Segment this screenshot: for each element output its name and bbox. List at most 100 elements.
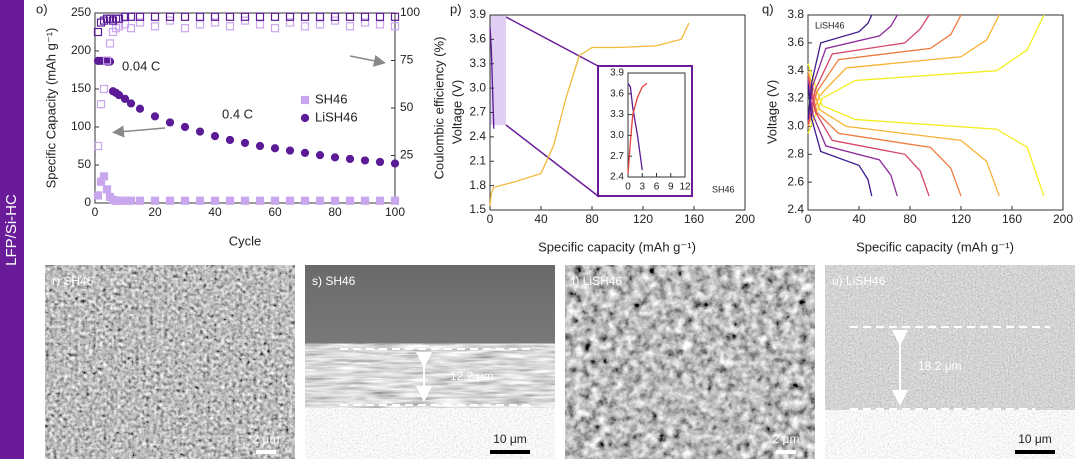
data-point: [180, 24, 190, 33]
y-tick-label: 3.3: [610, 109, 624, 120]
data-point: [150, 196, 160, 205]
annotation: SH46: [712, 184, 735, 194]
data-line: [807, 77, 930, 197]
y-tick-label: 3.8: [787, 7, 804, 21]
x-tick-label: 0: [625, 182, 631, 193]
y2-tick-label: 75: [400, 53, 414, 67]
data-point: [345, 196, 355, 205]
y-tick-label: 100: [71, 119, 91, 133]
axis-arrow: [349, 54, 386, 67]
inset-frame: [597, 65, 693, 197]
data-point: [300, 12, 310, 21]
data-point: [345, 154, 355, 164]
y2-tick-label: 25: [400, 148, 414, 162]
y-tick-label: 3.9: [469, 7, 486, 21]
legend-label: LiSH46: [315, 109, 358, 124]
data-point: [255, 12, 265, 21]
data-point: [96, 100, 106, 109]
zoom-line: [505, 16, 599, 67]
axis-arrow: [112, 125, 166, 138]
x-tick-label: 20: [148, 205, 162, 219]
data-point: [300, 196, 310, 205]
side-band: [0, 0, 24, 459]
y-tick-label: 3.3: [469, 56, 486, 70]
data-point: [135, 12, 145, 21]
data-point: [120, 94, 130, 103]
data-point: [114, 90, 124, 100]
data-point: [285, 196, 295, 205]
data-point: [126, 99, 136, 108]
y-tick-label: 3.0: [610, 130, 624, 141]
data-point: [102, 56, 112, 65]
thickness-label: 18.2 μm: [918, 359, 962, 373]
panel-label: p): [450, 1, 462, 16]
data-line: [807, 63, 1045, 197]
data-line: [489, 22, 690, 207]
y-tick-label: 3.6: [787, 35, 804, 49]
y-tick-label: 1.5: [469, 202, 486, 216]
x-tick-label: 80: [328, 205, 342, 219]
y-tick-label: 0: [84, 195, 91, 209]
data-point: [126, 196, 136, 205]
data-point: [300, 22, 310, 31]
y-tick-label: 3.6: [469, 32, 486, 46]
data-point: [375, 20, 385, 29]
data-line: [627, 82, 648, 174]
data-point: [255, 20, 265, 29]
y-tick-label: 3.2: [787, 91, 804, 105]
data-point: [345, 12, 355, 21]
x-tick-label: 100: [385, 205, 405, 219]
y-tick-label: 200: [71, 43, 91, 57]
data-point: [135, 196, 145, 205]
data-line: [807, 14, 930, 124]
y-tick-label: 2.4: [469, 129, 486, 143]
x-tick-label: 200: [1053, 212, 1073, 226]
data-point: [240, 196, 250, 205]
data-point: [390, 196, 400, 205]
y-tick-label: 1.8: [469, 178, 486, 192]
data-line: [807, 81, 898, 197]
data-point: [150, 22, 160, 31]
data-point: [225, 22, 235, 31]
data-point: [270, 12, 280, 21]
data-point: [93, 141, 103, 151]
x-tick-label: 0: [487, 212, 494, 226]
zoom-region: [490, 15, 506, 125]
image-label: t) LiSH46: [572, 274, 622, 288]
data-point: [180, 12, 190, 21]
panel-label: q): [762, 1, 774, 16]
data-point: [255, 141, 265, 151]
data-point: [270, 144, 280, 153]
data-point: [210, 132, 220, 141]
x-tick-label: 9: [668, 182, 674, 193]
y-tick-label: 3.9: [610, 68, 624, 79]
legend-marker: [300, 113, 310, 123]
data-point: [150, 12, 160, 21]
data-point: [375, 196, 385, 205]
side-label: LFP/Si-HC: [3, 194, 20, 266]
data-point: [240, 12, 250, 21]
y-tick-label: 3.0: [469, 80, 486, 94]
data-point: [99, 172, 109, 181]
data-point: [180, 196, 190, 205]
data-point: [105, 39, 115, 48]
data-point: [360, 12, 370, 21]
x-tick-label: 160: [684, 212, 704, 226]
x-tick-label: 12: [679, 182, 691, 193]
y2-axis-label: Coulombic efficiency (%): [431, 37, 446, 180]
data-point: [330, 153, 340, 162]
data-point: [135, 18, 145, 27]
x-tick-label: 80: [903, 212, 917, 226]
data-point: [126, 24, 136, 33]
y-tick-label: 2.7: [469, 105, 486, 119]
data-point: [195, 20, 205, 29]
data-point: [180, 122, 190, 132]
data-point: [135, 104, 145, 113]
data-point: [390, 22, 400, 31]
data-line: [807, 14, 1000, 127]
data-point: [102, 185, 112, 194]
data-point: [114, 14, 124, 23]
data-point: [375, 157, 385, 167]
x-tick-label: 40: [852, 212, 866, 226]
legend-label: SH46: [315, 91, 348, 106]
